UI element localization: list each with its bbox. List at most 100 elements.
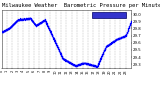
- Point: [92, 64, 95, 66]
- Point: [61, 56, 63, 58]
- Point: [17, 19, 20, 20]
- Point: [75, 65, 78, 66]
- Point: [42, 20, 45, 21]
- Point: [79, 63, 82, 65]
- Point: [106, 45, 108, 46]
- Point: [91, 64, 93, 66]
- Point: [27, 18, 29, 19]
- Point: [87, 63, 89, 64]
- Point: [112, 40, 114, 42]
- Point: [23, 18, 25, 19]
- Point: [76, 65, 79, 66]
- Point: [56, 46, 59, 47]
- Point: [77, 64, 80, 66]
- Point: [91, 64, 93, 66]
- Point: [118, 38, 120, 39]
- Point: [32, 22, 35, 23]
- Point: [4, 29, 7, 30]
- Point: [60, 54, 62, 56]
- Point: [76, 64, 79, 66]
- Point: [55, 43, 57, 44]
- Point: [90, 64, 93, 65]
- Point: [110, 42, 113, 44]
- Point: [12, 24, 14, 25]
- Point: [38, 23, 41, 24]
- Point: [7, 28, 9, 29]
- Point: [7, 28, 9, 30]
- Point: [38, 22, 41, 24]
- Point: [128, 26, 130, 27]
- Point: [116, 39, 119, 40]
- Point: [71, 63, 73, 64]
- Point: [14, 22, 16, 23]
- Point: [32, 22, 35, 23]
- Point: [128, 26, 131, 27]
- Point: [10, 26, 12, 27]
- Point: [36, 24, 39, 25]
- Point: [54, 41, 56, 42]
- Point: [81, 63, 84, 64]
- Point: [49, 31, 52, 33]
- Point: [4, 30, 6, 32]
- Point: [66, 60, 68, 62]
- Point: [83, 62, 86, 63]
- Point: [125, 33, 128, 34]
- Point: [116, 39, 119, 40]
- Point: [95, 66, 98, 67]
- Point: [29, 18, 31, 19]
- Point: [66, 60, 69, 62]
- Point: [44, 20, 47, 22]
- Point: [42, 20, 45, 21]
- Point: [53, 38, 55, 40]
- Point: [41, 20, 44, 22]
- Point: [56, 45, 58, 47]
- Point: [98, 60, 101, 61]
- Point: [16, 20, 18, 21]
- Point: [47, 26, 49, 27]
- Point: [12, 24, 14, 25]
- Point: [112, 41, 115, 42]
- Point: [39, 22, 42, 23]
- Point: [35, 24, 38, 26]
- Point: [58, 50, 60, 52]
- Point: [31, 20, 33, 21]
- Point: [37, 23, 40, 25]
- Point: [44, 21, 47, 22]
- Point: [123, 36, 126, 37]
- Point: [108, 43, 111, 45]
- Point: [98, 60, 101, 61]
- Point: [32, 21, 35, 22]
- Point: [37, 23, 40, 24]
- Point: [48, 29, 51, 30]
- Point: [40, 22, 43, 23]
- Point: [76, 64, 79, 66]
- Point: [67, 61, 69, 62]
- Point: [48, 28, 50, 29]
- Point: [87, 63, 90, 64]
- Point: [44, 20, 47, 22]
- Point: [67, 61, 70, 63]
- Point: [102, 52, 104, 53]
- Point: [125, 33, 127, 35]
- Point: [7, 28, 10, 29]
- Point: [51, 35, 54, 36]
- Point: [103, 50, 105, 52]
- Point: [33, 23, 35, 24]
- Point: [81, 62, 83, 64]
- Point: [106, 45, 109, 46]
- Point: [10, 25, 13, 27]
- Point: [44, 20, 46, 21]
- Point: [90, 64, 93, 65]
- Point: [56, 47, 59, 48]
- Point: [71, 63, 74, 64]
- Point: [128, 27, 130, 28]
- Point: [20, 19, 23, 20]
- Point: [114, 40, 117, 41]
- Point: [48, 28, 50, 30]
- Point: [34, 24, 36, 25]
- Point: [38, 22, 41, 23]
- Point: [113, 40, 116, 42]
- Point: [43, 19, 46, 21]
- Point: [52, 37, 54, 38]
- Point: [41, 21, 43, 22]
